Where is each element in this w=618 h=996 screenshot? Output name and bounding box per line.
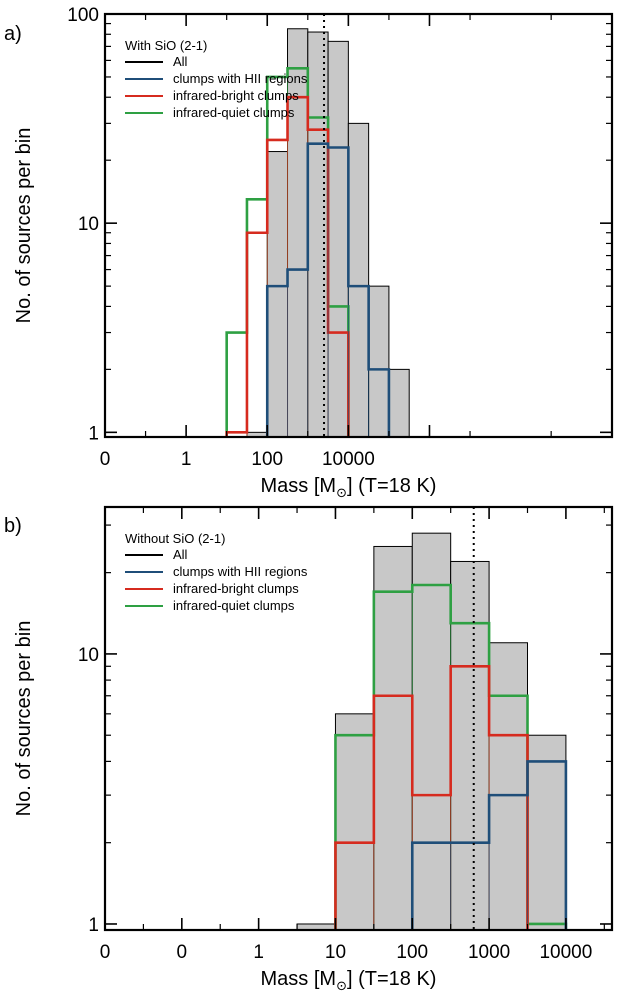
panel-a-y-tick-label: 100 [67, 5, 99, 26]
panel-b-legend-label-1: clumps with HII regions [173, 564, 308, 579]
panel-a-bar-all [307, 31, 329, 438]
panel-b-x-tick-label: 0 [100, 942, 111, 963]
panel-b-bars [296, 532, 567, 931]
panel-b-legend-title: Without SiO (2-1) [125, 531, 225, 546]
panel-b-legend-label-2: infrared-bright clumps [173, 581, 299, 596]
panel-a-x-tick-label: 100 [251, 449, 283, 470]
panel-b-y-tick-label: 10 [78, 645, 99, 666]
panel-a-x-tick-label: 10000 [322, 449, 375, 470]
panel-a-bar-all [327, 40, 349, 438]
panel-a-x-axis-title-tail: ] (T=18 K) [347, 475, 436, 497]
panel-a-legend-label-0: All [173, 54, 188, 69]
panel-b-frame [103, 505, 614, 932]
panel-b-x-tick-label: 1 [253, 942, 264, 963]
panel-b-legend-label-3: infrared-quiet clumps [173, 598, 295, 613]
panel-a-x-tick-label: 1 [181, 449, 192, 470]
panel-b-x-tick-label: 100 [396, 942, 428, 963]
panel-a-x-axis-title-main: Mass [M [261, 475, 337, 497]
panel-a-x-tick-label: 0 [100, 449, 111, 470]
panel-b-y-axis-title: No. of sources per bin [13, 621, 35, 817]
panel-b-x-tick-label: 1000 [468, 942, 510, 963]
panel-a-legend-label-2: infrared-bright clumps [173, 88, 299, 103]
panel-b-x-tick-label: 10000 [539, 942, 592, 963]
panel-a-x-axis-title: Mass [M⊙] (T=18 K) [261, 475, 437, 500]
panel-b-x-tick-label: 10 [325, 942, 346, 963]
panel-b-series-2 [334, 664, 529, 930]
panel-a-legend-label-1: clumps with HII regions [173, 71, 308, 86]
panel-b-legend-label-0: All [173, 547, 188, 562]
panel-b-y-tick-label: 1 [88, 915, 99, 936]
panel-b-bar-all [411, 532, 452, 931]
panel-b-x-axis-title: Mass [M⊙] (T=18 K) [261, 968, 437, 993]
panel-b-bar-all [488, 642, 529, 931]
panel-a-legend: With SiO (2-1) All clumps with HII region… [125, 38, 308, 120]
panel-b-bar-all [450, 560, 490, 931]
panel-a-y-axis-title: No. of sources per bin [13, 128, 35, 324]
panel-a-legend-label-3: infrared-quiet clumps [173, 105, 295, 120]
panel-b-bar-all [527, 734, 567, 931]
panel-a-y-tick-label: 10 [78, 214, 99, 235]
panel-b-bar-all [334, 713, 375, 931]
panel-b-x-axis-title-main: Mass [M [261, 968, 337, 990]
panel-a-bar-all [388, 368, 410, 438]
panel-b-x-axis-title-tail: ] (T=18 K) [347, 968, 436, 990]
panel-b-legend: Without SiO (2-1) All clumps with HII reg… [125, 531, 308, 613]
panel-a-bar-all [347, 122, 370, 438]
panel-a-bar-all [266, 151, 289, 438]
panel-b-x-axis-title-sub: ⊙ [336, 978, 347, 993]
panel-a-legend-title: With SiO (2-1) [125, 38, 207, 53]
panel-a-frame [103, 12, 614, 439]
panel-b-x-tick-label: 0 [177, 942, 188, 963]
panel-a-x-axis-title-sub: ⊙ [336, 485, 347, 500]
panel-b-label: b) [4, 515, 22, 537]
panel-a-y-tick-label: 1 [88, 423, 99, 444]
panel-b-bar-all [373, 545, 413, 931]
panel-a-step-lines [225, 67, 391, 437]
panel-a-label: a) [4, 23, 22, 45]
panel-a-bar-all [368, 285, 390, 438]
panel-b-step-lines [334, 583, 568, 930]
